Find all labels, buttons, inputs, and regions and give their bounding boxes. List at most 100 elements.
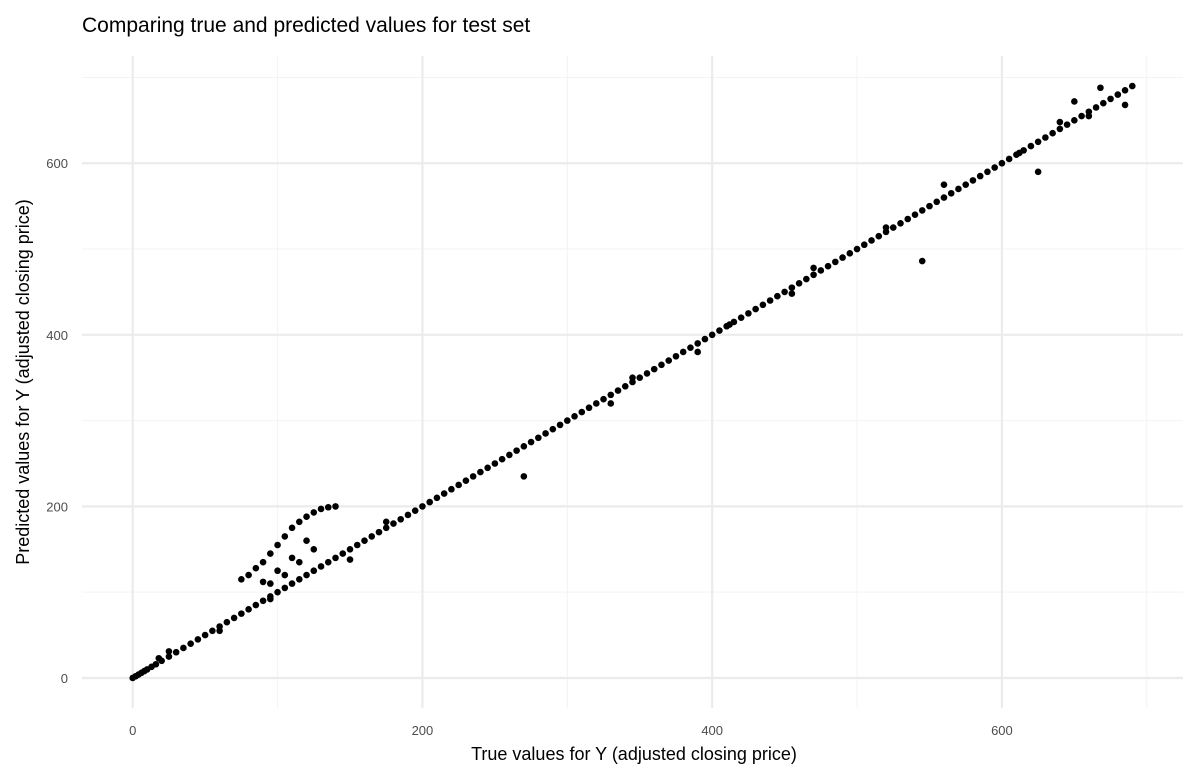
scatter-point xyxy=(274,541,281,549)
scatter-point xyxy=(165,653,173,660)
scatter-point xyxy=(1056,125,1064,133)
scatter-point xyxy=(1100,99,1107,107)
scatter-point xyxy=(1034,138,1042,146)
scatter-point xyxy=(600,395,607,403)
y-tick-label: 200 xyxy=(46,499,68,514)
scatter-point xyxy=(933,198,941,206)
scatter-point xyxy=(592,400,600,407)
scatter-point xyxy=(382,524,390,532)
scatter-point xyxy=(694,340,701,347)
scatter-point xyxy=(259,578,267,586)
scatter-point xyxy=(716,327,723,334)
scatter-point xyxy=(578,408,586,416)
scatter-point xyxy=(745,310,752,317)
scatter-point xyxy=(310,567,318,575)
scatter-point xyxy=(542,430,549,437)
x-tick-label: 600 xyxy=(991,723,1013,738)
scatter-point xyxy=(1092,104,1100,111)
x-tick-label: 0 xyxy=(129,723,136,738)
scatter-point xyxy=(1071,98,1078,105)
scatter-point xyxy=(564,417,571,424)
scatter-point xyxy=(426,498,433,506)
scatter-point xyxy=(332,554,339,562)
scatter-point xyxy=(397,515,405,523)
scatter-point xyxy=(324,503,332,511)
scatter-point xyxy=(513,447,520,454)
scatter-point xyxy=(433,494,441,502)
scatter-point xyxy=(267,580,274,587)
scatter-point xyxy=(853,245,861,253)
scatter-point xyxy=(535,434,542,442)
scatter-point xyxy=(918,207,926,214)
scatter-point xyxy=(672,352,680,360)
scatter-point xyxy=(317,505,325,513)
scatter-point xyxy=(607,391,615,399)
scatter-point xyxy=(448,485,455,493)
scatter-point xyxy=(520,443,528,450)
scatter-point xyxy=(868,237,875,244)
scatter-point xyxy=(1063,121,1071,128)
scatter-point xyxy=(629,374,636,382)
scatter-point xyxy=(1097,84,1104,92)
scatter-point xyxy=(571,413,578,420)
scatter-point xyxy=(1027,142,1035,150)
scatter-point xyxy=(506,451,513,459)
scatter-point xyxy=(774,292,781,300)
scatter-point xyxy=(310,509,318,516)
scatter-point xyxy=(788,284,796,291)
scatter-point xyxy=(875,232,883,240)
scatter-point xyxy=(1034,168,1042,176)
scatter-point xyxy=(368,533,376,540)
scatter-point xyxy=(1015,149,1023,157)
y-tick-label: 0 xyxy=(61,671,68,686)
scatter-point xyxy=(904,215,912,223)
scatter-point xyxy=(832,258,839,266)
x-tick-label: 200 xyxy=(412,723,434,738)
scatter-point xyxy=(1049,129,1056,137)
scatter-point xyxy=(621,382,629,390)
scatter-point xyxy=(1005,155,1013,163)
scatter-point xyxy=(817,267,825,274)
scatter-point xyxy=(238,610,245,617)
scatter-point xyxy=(955,185,962,193)
scatter-point xyxy=(889,224,897,231)
scatter-point xyxy=(382,518,390,526)
scatter-point xyxy=(462,477,470,484)
scatter-point xyxy=(585,404,593,412)
scatter-point xyxy=(788,290,796,297)
scatter-point xyxy=(440,490,448,497)
scatter-point xyxy=(549,425,557,433)
scatter-point xyxy=(310,545,318,553)
scatter-point xyxy=(194,636,202,643)
scatter-point xyxy=(332,503,339,510)
scatter-point xyxy=(252,601,260,609)
scatter-point xyxy=(353,541,361,549)
x-tick-label: 400 xyxy=(701,723,723,738)
scatter-point xyxy=(404,511,412,519)
scatter-point xyxy=(658,361,665,369)
scatter-point xyxy=(324,558,332,566)
scatter-point xyxy=(346,545,354,553)
scatter-point xyxy=(991,164,998,171)
y-tick-label: 400 xyxy=(46,328,68,343)
scatter-point xyxy=(274,567,281,575)
scatter-point xyxy=(1071,117,1078,124)
scatter-point xyxy=(245,606,252,613)
scatter-point xyxy=(469,473,477,480)
scatter-point xyxy=(766,297,774,304)
scatter-point xyxy=(477,468,484,476)
scatter-point xyxy=(679,348,687,356)
scatter-point xyxy=(317,563,325,570)
scatter-point xyxy=(636,374,644,382)
scatter-point xyxy=(223,618,231,626)
scatter-point xyxy=(962,181,969,188)
scatter-point xyxy=(607,400,615,407)
scatter-point xyxy=(940,181,948,188)
scatter-point xyxy=(810,264,817,272)
x-axis-title: True values for Y (adjusted closing pric… xyxy=(471,744,797,764)
scatter-point xyxy=(201,631,209,639)
scatter-point xyxy=(267,550,274,557)
scatter-point xyxy=(897,219,904,227)
scatter-point xyxy=(759,301,767,309)
scatter-point xyxy=(152,660,160,668)
